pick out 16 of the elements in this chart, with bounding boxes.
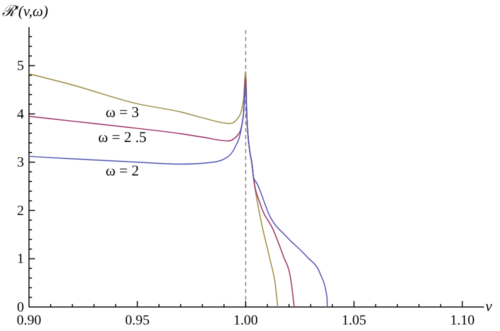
x-tick-label: 1.00 [233, 314, 258, 329]
x-tick-label: 1.10 [450, 314, 475, 329]
y-tick-label: 2 [17, 204, 24, 219]
y-tick-label: 5 [17, 59, 24, 74]
x-tick-label: 0.95 [125, 314, 150, 329]
x-axis-title: v [485, 299, 492, 315]
series-label: ω = 2 .5 [98, 130, 147, 146]
x-tick-label: 1.05 [342, 314, 366, 329]
y-axis-title: ℛ'(v,ω) [2, 4, 48, 20]
y-tick-label: 0 [17, 300, 24, 316]
x-tick-label: 0.90 [16, 314, 42, 329]
y-tick-label: 3 [17, 156, 24, 171]
series-label: ω = 2 [106, 164, 140, 180]
y-tick-label: 4 [17, 107, 24, 122]
series-label: ω = 3 [106, 105, 140, 122]
y-tick-label: 1 [17, 252, 24, 268]
